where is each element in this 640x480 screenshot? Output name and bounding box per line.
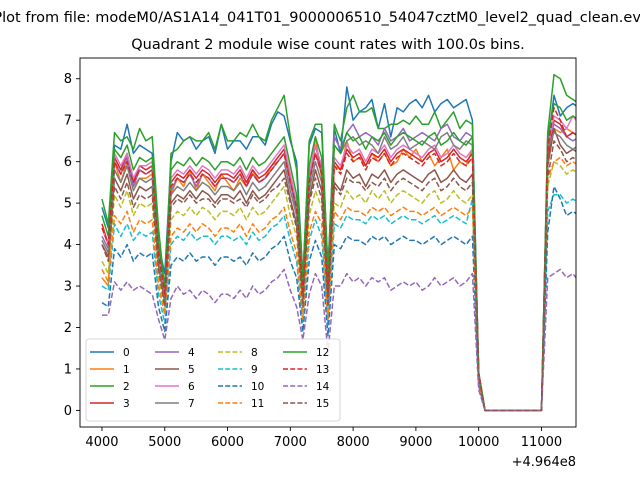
y-tick-label: 4 bbox=[64, 238, 72, 253]
series-line-4 bbox=[101, 123, 576, 412]
y-tick-label: 3 bbox=[64, 280, 72, 295]
x-tick-label: 8000 bbox=[337, 435, 370, 450]
x-tick-label: 7000 bbox=[274, 435, 307, 450]
series-line-3 bbox=[101, 119, 576, 412]
y-tick-label: 5 bbox=[64, 197, 72, 212]
x-axis: 4000 5000 6000 7000 8000 9000 10000 11000 bbox=[85, 427, 562, 450]
series-line-2 bbox=[101, 73, 576, 412]
series-line-11 bbox=[101, 156, 576, 412]
series-line-7 bbox=[101, 131, 576, 412]
legend-label-2: 2 bbox=[123, 381, 130, 393]
y-tick-label: 1 bbox=[64, 362, 72, 377]
legend-label-8: 8 bbox=[251, 347, 258, 359]
series-line-13 bbox=[101, 107, 576, 412]
chart-title: Quadrant 2 module wise count rates with … bbox=[131, 37, 525, 53]
plot-frame bbox=[79, 57, 577, 428]
series-line-8 bbox=[101, 160, 576, 412]
x-tick-label: 4000 bbox=[85, 435, 118, 450]
legend-label-10: 10 bbox=[251, 381, 264, 393]
series-line-12 bbox=[101, 102, 576, 412]
legend-label-15: 15 bbox=[316, 398, 329, 410]
x-tick-label: 11000 bbox=[521, 435, 562, 450]
chart-suptitle: Plot from file: modeM0/AS1A14_041T01_900… bbox=[0, 10, 640, 26]
legend-label-12: 12 bbox=[316, 347, 329, 359]
legend-label-7: 7 bbox=[188, 398, 195, 410]
x-tick-label: 5000 bbox=[148, 435, 181, 450]
y-tick-label: 0 bbox=[64, 404, 72, 419]
legend-box bbox=[85, 338, 341, 422]
legend-label-11: 11 bbox=[251, 398, 264, 410]
legend-label-4: 4 bbox=[188, 347, 195, 359]
x-axis-offset-label: +4.964e8 bbox=[512, 455, 576, 470]
x-tick-label: 6000 bbox=[211, 435, 244, 450]
series-line-15 bbox=[101, 140, 576, 412]
legend-label-0: 0 bbox=[123, 347, 130, 359]
series-line-10 bbox=[101, 185, 576, 412]
series-layer bbox=[101, 73, 576, 412]
y-tick-label: 6 bbox=[64, 155, 72, 170]
legend-label-3: 3 bbox=[123, 398, 130, 410]
legend-label-6: 6 bbox=[188, 381, 195, 393]
series-line-14 bbox=[102, 268, 576, 412]
legend-label-5: 5 bbox=[188, 364, 195, 376]
y-axis: 0 1 2 3 4 5 6 7 8 bbox=[64, 72, 80, 419]
legend-label-14: 14 bbox=[316, 381, 330, 393]
y-tick-label: 2 bbox=[64, 321, 72, 336]
series-line-5 bbox=[101, 127, 576, 412]
legend-label-13: 13 bbox=[316, 364, 329, 376]
x-tick-label: 10000 bbox=[458, 435, 499, 450]
series-line-9 bbox=[101, 194, 576, 412]
y-tick-label: 8 bbox=[64, 72, 72, 87]
x-tick-label: 9000 bbox=[399, 435, 432, 450]
y-tick-label: 7 bbox=[64, 114, 72, 129]
legend-label-1: 1 bbox=[123, 364, 130, 376]
series-line-0 bbox=[101, 86, 576, 412]
legend-label-9: 9 bbox=[251, 364, 258, 376]
